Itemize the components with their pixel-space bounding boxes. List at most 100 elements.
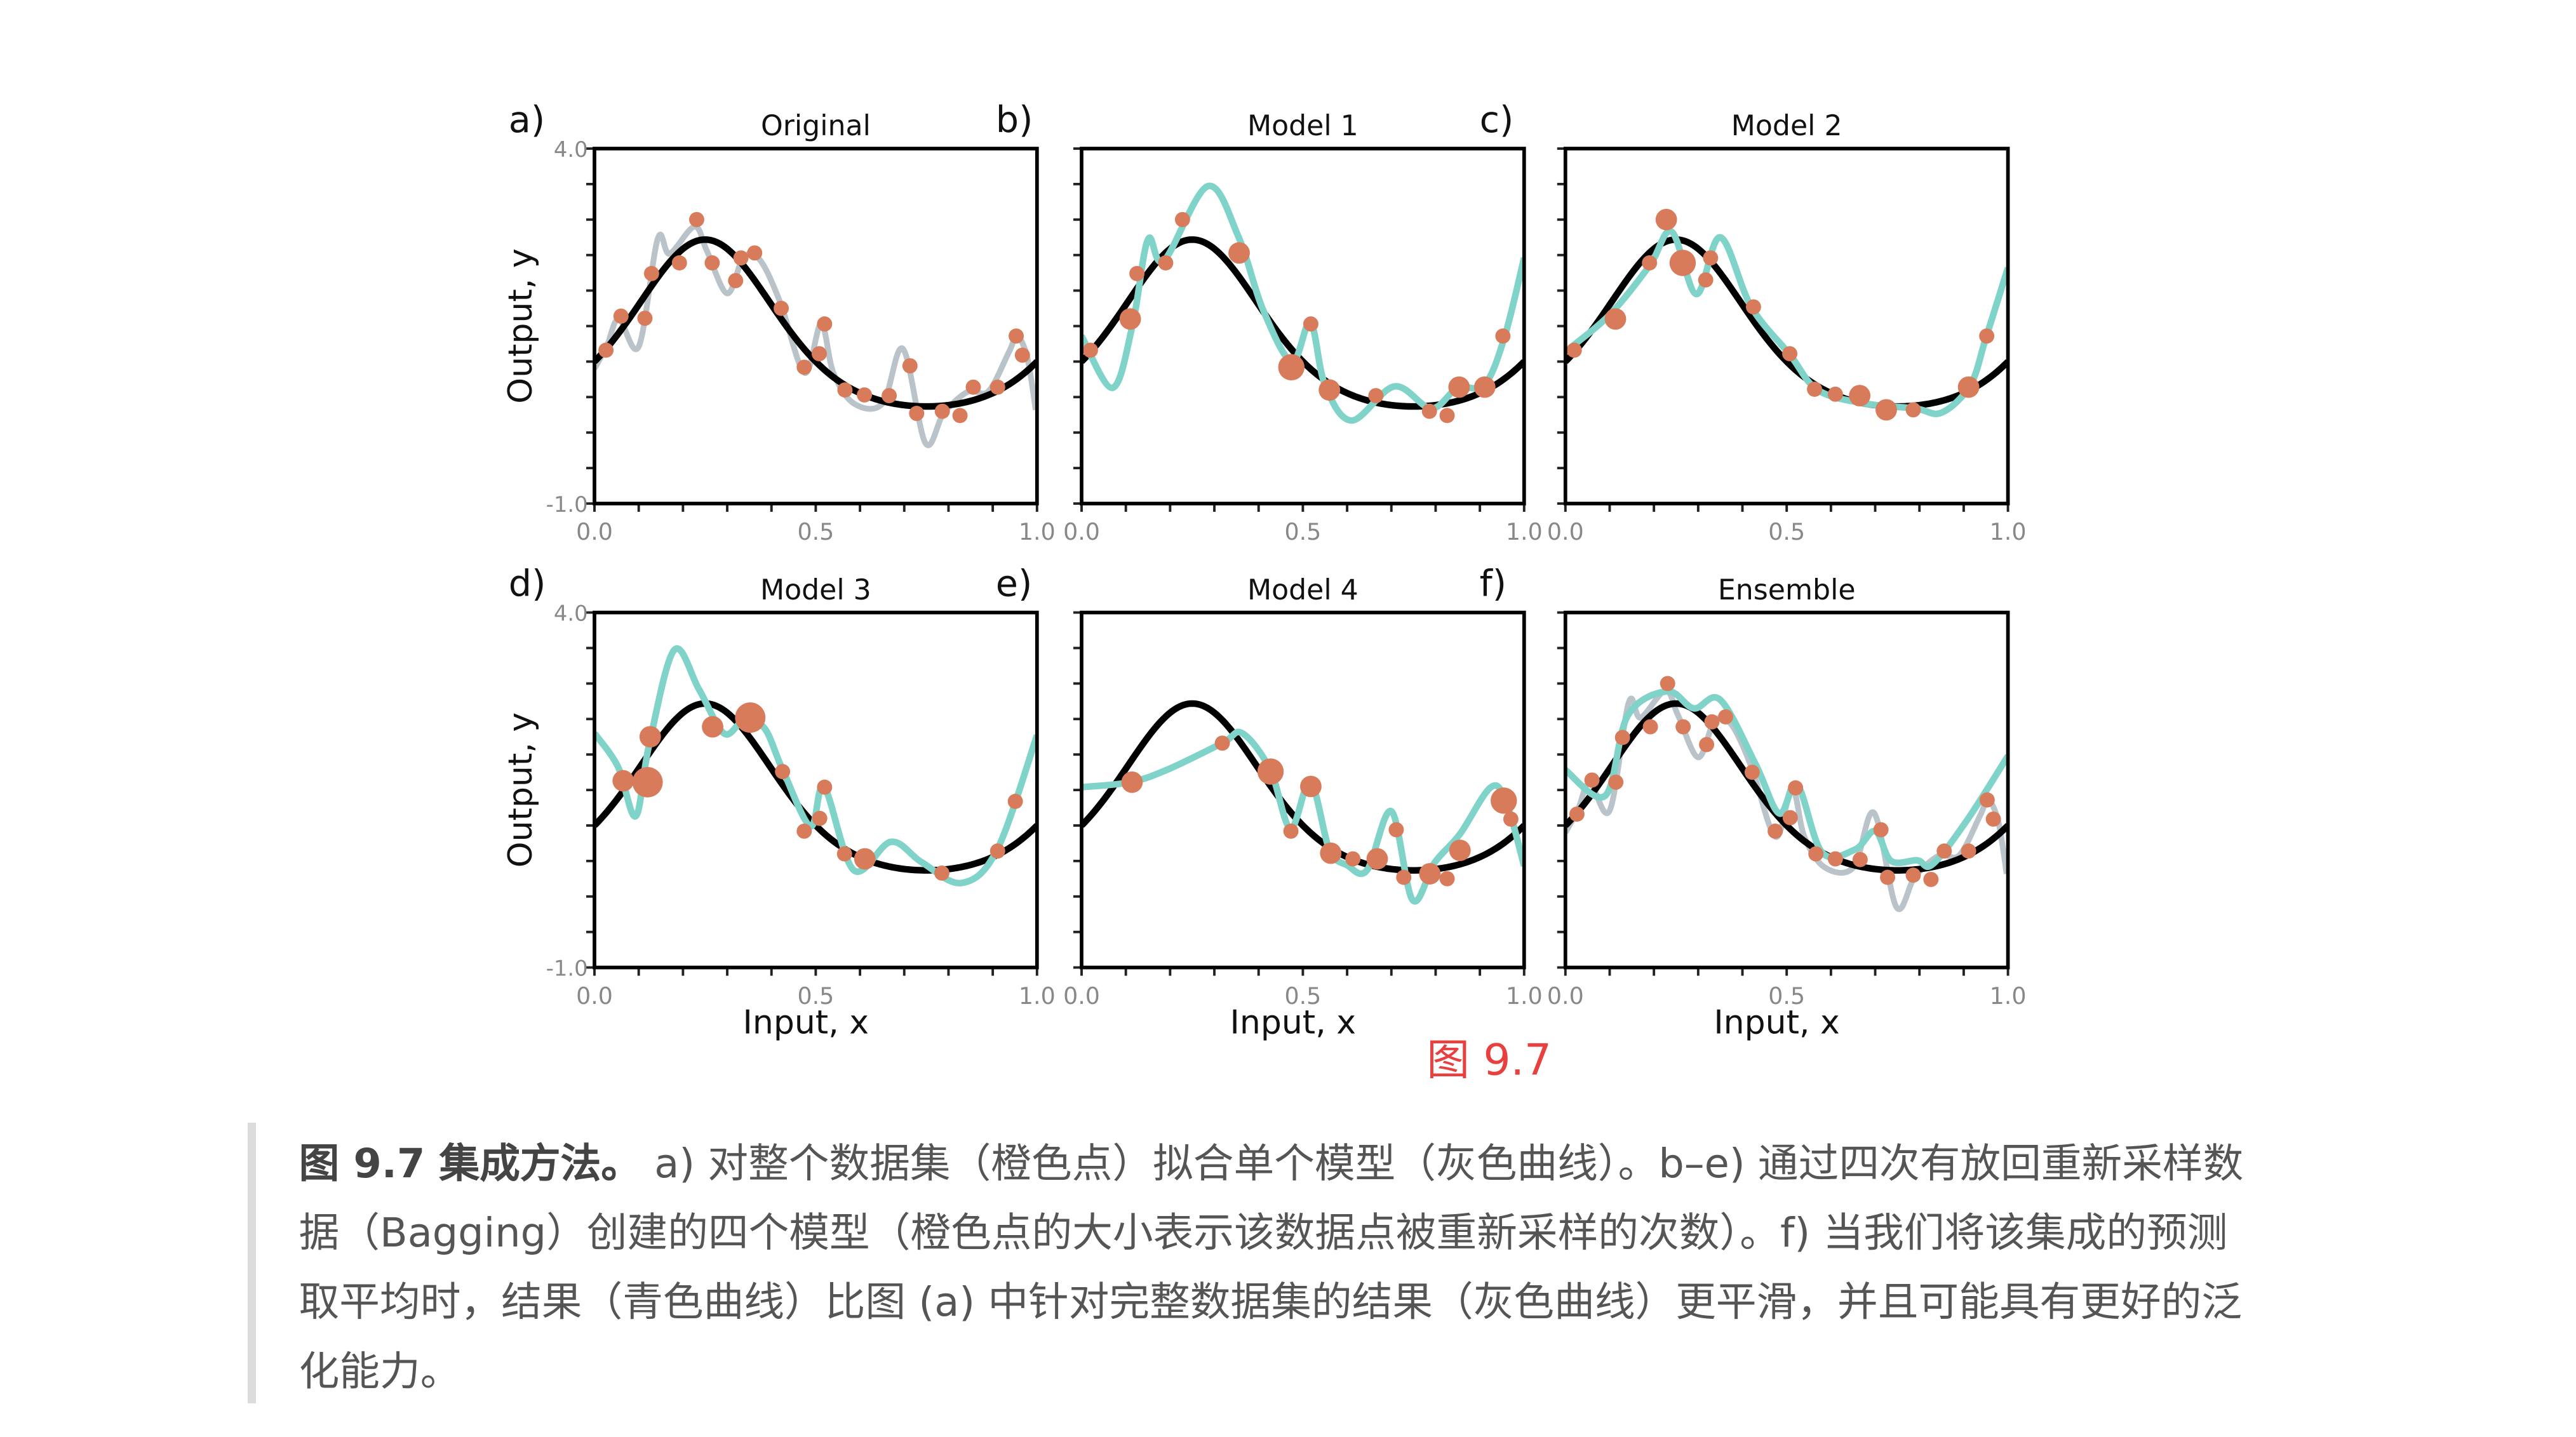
x-tick-label: 0.0 <box>1547 982 1584 1010</box>
data-point <box>1491 787 1517 814</box>
data-point <box>857 387 873 403</box>
caption-line-1: 图 9.7 集成方法。 a) 对整个数据集（橙色点）拟合单个模型（灰色曲线）。b… <box>299 1133 2244 1191</box>
x-axis-label: Input, x <box>1230 1004 1356 1042</box>
panel-frame <box>1080 610 1526 970</box>
data-point <box>1449 839 1471 862</box>
data-point <box>989 379 1005 395</box>
data-point <box>1439 871 1455 886</box>
data-point <box>1827 386 1843 402</box>
x-tick-label: 1.0 <box>1990 518 2027 545</box>
data-point <box>1228 242 1250 264</box>
data-point <box>909 406 925 421</box>
data-point <box>1129 265 1145 281</box>
data-point <box>1827 851 1843 867</box>
x-tick-label: 0.0 <box>1063 518 1100 545</box>
panel-model-4: e) Model 4 0.0 0.5 1.0 Input, x <box>996 563 1543 1042</box>
data-point <box>733 250 749 266</box>
data-point <box>1318 379 1341 401</box>
panel-letter: f) <box>1480 563 1506 605</box>
data-point <box>1807 382 1823 397</box>
data-point <box>1808 846 1824 862</box>
data-point <box>1873 822 1889 838</box>
y-tick-label: 4.0 <box>554 601 588 626</box>
y-tick-label: -1.0 <box>546 956 588 981</box>
data-point <box>1718 709 1734 725</box>
x-tick-label: 1.0 <box>1990 982 2027 1010</box>
data-point <box>1957 376 1980 398</box>
y-tick-label: 4.0 <box>554 137 588 162</box>
data-point <box>817 779 833 795</box>
data-point <box>1121 771 1143 793</box>
data-point <box>836 846 852 862</box>
data-point <box>1875 399 1897 421</box>
caption-line-4: 化能力。 <box>299 1347 461 1395</box>
data-point <box>1782 346 1798 362</box>
panel-ensemble: f) Ensemble 0.0 0.5 1.0 Input, x <box>1480 563 2027 1042</box>
plot-area <box>1565 676 2008 912</box>
data-point <box>1675 719 1691 735</box>
data-point <box>1119 308 1141 330</box>
data-point <box>774 300 789 316</box>
caption-line-3: 取平均时，结果（青色曲线）比图 (a) 中针对完整数据集的结果（灰色曲线）更平滑… <box>299 1278 2243 1326</box>
x-tick-label: 1.0 <box>1506 982 1543 1010</box>
data-point <box>671 255 687 271</box>
panel-frame <box>1563 147 2010 505</box>
x-tick-label: 0.5 <box>797 518 834 545</box>
data-point <box>812 346 827 362</box>
original-fit-curve <box>594 224 1037 448</box>
data-point <box>1642 719 1658 735</box>
data-point <box>702 716 723 738</box>
data-point <box>775 764 791 779</box>
data-point <box>1852 852 1868 867</box>
data-point <box>812 810 828 826</box>
data-point <box>612 770 634 792</box>
caption-title: 图 9.7 集成方法。 <box>299 1139 642 1187</box>
x-tick-label: 0.5 <box>1768 982 1805 1010</box>
model-fit-curve <box>594 645 1037 886</box>
data-point <box>1421 403 1437 419</box>
panel-letter: c) <box>1480 99 1514 141</box>
data-point <box>952 408 968 424</box>
data-point <box>934 865 949 881</box>
data-point <box>1320 842 1342 864</box>
data-point <box>1744 765 1760 780</box>
data-point <box>1655 208 1677 231</box>
data-point <box>643 265 659 281</box>
panel-frame <box>593 147 1039 505</box>
model-fit-curve <box>1565 227 2008 417</box>
data-point <box>1082 342 1098 358</box>
data-point <box>1703 250 1719 266</box>
panel-frame <box>1080 147 1526 505</box>
data-point <box>1214 735 1230 751</box>
model-fit-curve <box>1081 728 1524 905</box>
panel-letter: d) <box>509 563 546 605</box>
data-point <box>632 766 663 798</box>
data-point <box>817 316 833 332</box>
data-point <box>1699 737 1715 752</box>
panel-letter: b) <box>996 99 1033 141</box>
data-point <box>989 843 1005 859</box>
panel-title: Model 4 <box>1247 574 1358 606</box>
caption-line-2: 据（Bagging）创建的四个模型（橙色点的大小表示该数据点被重新采样的次数）。… <box>299 1208 2228 1257</box>
data-point <box>1283 823 1299 839</box>
panel-model-1: b) Model 1 0.0 0.5 1.0 <box>996 99 1543 545</box>
data-point <box>1566 342 1582 358</box>
panel-title: Model 1 <box>1247 110 1358 142</box>
data-point <box>1419 863 1441 885</box>
data-point <box>1569 806 1585 822</box>
plot-area <box>594 645 1037 886</box>
x-axis-label: Input, x <box>1714 1004 1839 1042</box>
data-point <box>902 358 918 374</box>
y-axis-label: Output, y <box>502 712 540 867</box>
panel-frame <box>593 610 1039 970</box>
true-function-curve <box>1565 236 2008 410</box>
x-tick-label: 0.5 <box>1768 518 1805 545</box>
data-point <box>1923 872 1939 887</box>
data-point <box>1880 869 1896 885</box>
data-point <box>1009 328 1024 344</box>
data-point <box>1608 774 1624 790</box>
data-point <box>1278 354 1305 381</box>
data-point <box>1366 848 1388 870</box>
data-point <box>1396 869 1412 885</box>
x-tick-label: 0.5 <box>1284 518 1321 545</box>
